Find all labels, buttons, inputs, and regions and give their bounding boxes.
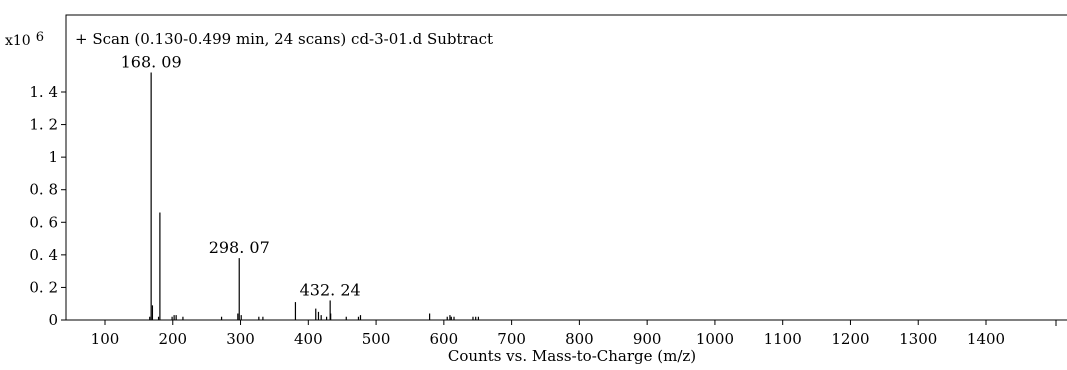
x-tick-label: 200 <box>158 330 187 348</box>
peak-label: 298. 07 <box>209 238 270 257</box>
x-tick-label: 700 <box>497 330 526 348</box>
x-tick-label: 800 <box>565 330 594 348</box>
y-tick-label: 0. 2 <box>29 278 58 296</box>
peak-label: 432. 24 <box>300 280 361 299</box>
chart-title: + Scan (0.130-0.499 min, 24 scans) cd-3-… <box>75 30 493 48</box>
y-tick-label: 1. 2 <box>29 116 58 134</box>
x-tick-label: 100 <box>91 330 120 348</box>
y-tick-label: 1. 4 <box>29 83 58 101</box>
peaks <box>149 72 480 320</box>
x-tick-label: 1100 <box>764 330 802 348</box>
y-multiplier: x10 6 <box>5 30 44 49</box>
x-tick-label: 300 <box>226 330 255 348</box>
y-tick-label: 0. 8 <box>29 181 58 199</box>
x-tick-label: 1300 <box>899 330 937 348</box>
x-tick-label: 1200 <box>831 330 869 348</box>
axes <box>65 14 1067 326</box>
y-ticks: 0 0. 2 0. 4 0. 6 0. 8 1 1. 2 1. 4 <box>29 83 66 329</box>
x-tick-label: 1400 <box>967 330 1005 348</box>
peak-labels: 168. 09 298. 07 432. 24 <box>121 52 361 299</box>
x-axis-title: Counts vs. Mass-to-Charge (m/z) <box>448 347 696 365</box>
y-tick-label: 0. 6 <box>29 213 58 231</box>
x-tick-label: 400 <box>294 330 323 348</box>
x-tick-label: 600 <box>430 330 459 348</box>
x-tick-label: 900 <box>633 330 662 348</box>
plot-frame <box>65 14 1067 320</box>
y-multiplier-exp: 6 <box>36 30 44 45</box>
y-tick-label: 0 <box>48 311 58 329</box>
x-tick-label: 1000 <box>696 330 734 348</box>
x-tick-label: 500 <box>362 330 391 348</box>
y-tick-label: 1 <box>48 148 58 166</box>
y-tick-label: 0. 4 <box>29 246 58 264</box>
y-multiplier-base: x10 <box>5 33 31 49</box>
peak-label: 168. 09 <box>121 52 182 71</box>
x-ticks: 100 200 300 400 500 600 700 800 900 1000 1100 1200 1… <box>91 320 1005 348</box>
